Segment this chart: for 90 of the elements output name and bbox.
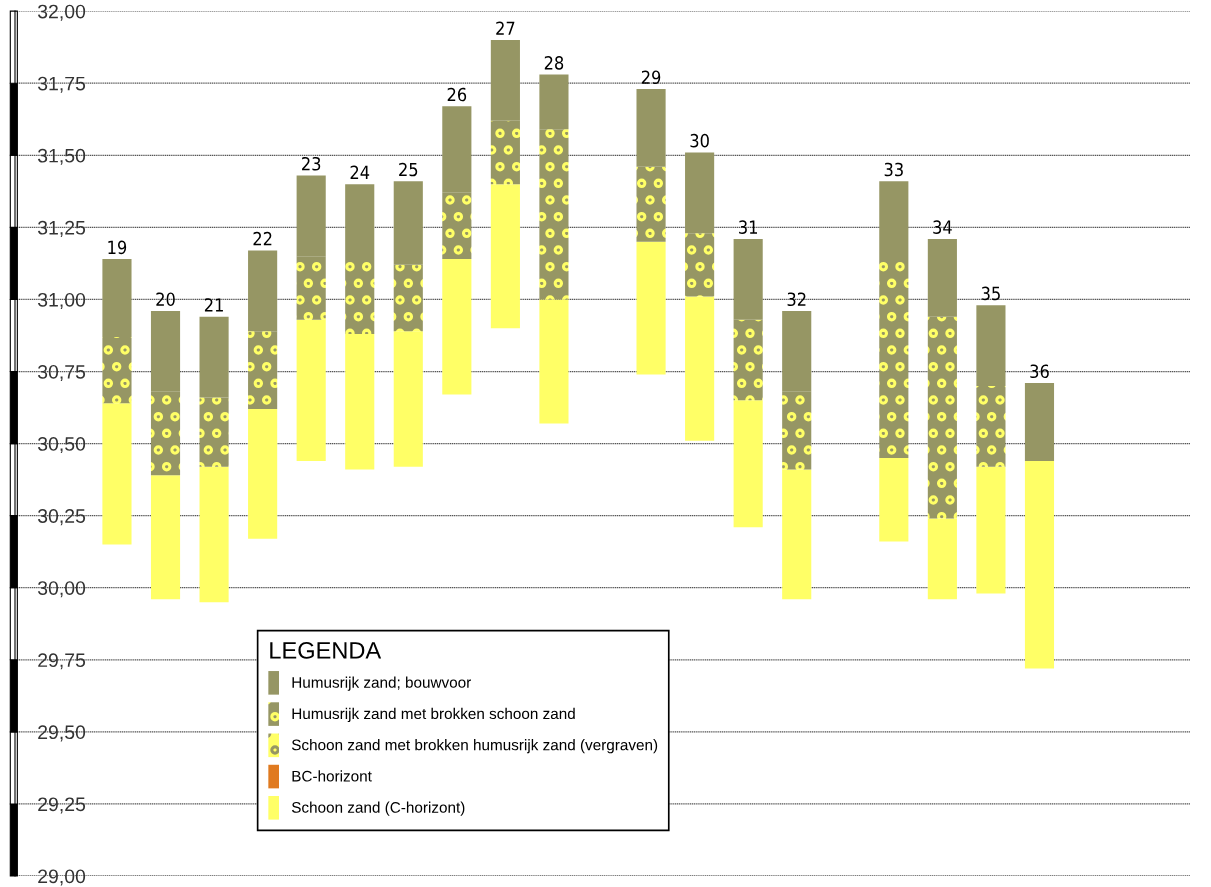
bar	[539, 299, 569, 424]
x-tick-label: 29	[641, 70, 661, 85]
bar	[976, 466, 1006, 594]
bar	[927, 518, 957, 600]
bar	[976, 385, 1006, 467]
y-tick-label: 29,00	[38, 869, 86, 886]
bar	[150, 310, 181, 392]
bar	[442, 192, 472, 260]
bar	[733, 319, 763, 401]
bar	[393, 264, 423, 332]
x-tick-label: 26	[447, 87, 467, 102]
legend-title: LEGENDA	[270, 642, 382, 659]
x-tick-label: 35	[981, 286, 1000, 301]
x-tick-label: 36	[1030, 364, 1049, 379]
bar	[490, 184, 520, 329]
bar	[393, 331, 423, 467]
y-tick-label: 30,25	[37, 509, 86, 526]
y-tick-label: 31,75	[37, 76, 86, 93]
x-tick-label: 31	[739, 220, 757, 234]
bar	[685, 296, 715, 441]
bar	[199, 466, 229, 603]
bar	[976, 305, 1006, 386]
x-tick-label: 21	[204, 298, 223, 312]
bar	[248, 250, 278, 332]
bar	[782, 469, 812, 600]
y-tick-label: 31,50	[37, 148, 86, 165]
x-tick-label: 33	[884, 162, 903, 177]
bar	[102, 259, 132, 337]
x-tick-label: 19	[108, 240, 127, 255]
legend-label: Humusrijk zand met brokken schoon zand	[292, 707, 575, 723]
bar	[296, 175, 326, 257]
bar	[636, 166, 666, 242]
bar	[490, 40, 520, 121]
bar	[345, 334, 375, 470]
bar	[1024, 383, 1055, 461]
y-tick-label: 31,25	[37, 220, 86, 237]
bar	[927, 316, 957, 519]
x-tick-label: 24	[350, 165, 370, 179]
bar	[490, 120, 520, 185]
bar	[782, 310, 812, 392]
x-tick-label: 28	[544, 56, 564, 70]
legend-label: Schoon zand (C-horizont)	[291, 801, 465, 816]
x-tick-label: 20	[156, 292, 175, 307]
bar	[150, 391, 181, 476]
x-tick-label: 34	[933, 220, 952, 234]
legend-label: BC-horizont	[292, 770, 372, 782]
x-tick-label: 25	[399, 162, 418, 177]
bar	[393, 181, 423, 265]
bar	[150, 475, 181, 600]
x-tick-label: 27	[496, 21, 515, 35]
bar	[199, 316, 229, 398]
bar	[345, 184, 375, 262]
bar	[636, 241, 666, 375]
y-tick-label: 30,00	[37, 581, 86, 598]
y-tick-label: 29,75	[38, 653, 86, 670]
y-tick-label: 32,00	[37, 4, 86, 21]
y-tick-label: 30,50	[37, 437, 86, 454]
bar	[685, 233, 715, 297]
bar	[685, 152, 715, 234]
bar	[879, 458, 909, 542]
bar	[442, 259, 472, 395]
bar	[782, 391, 812, 470]
bar	[636, 89, 666, 167]
bar	[879, 181, 909, 262]
bar	[345, 261, 375, 335]
y-tick-label: 29,50	[38, 725, 86, 742]
bar	[102, 336, 132, 404]
legend-label: Schoon zand met brokken humusrijk zand (vergraven)	[291, 739, 658, 754]
y-tick-label: 29,25	[38, 797, 86, 814]
bar	[733, 238, 763, 320]
bar	[296, 319, 326, 461]
x-tick-label: 32	[787, 292, 806, 307]
x-tick-label: 30	[690, 133, 709, 148]
bar	[199, 397, 229, 467]
bar	[539, 129, 569, 300]
bar	[539, 74, 569, 130]
y-tick-label: 31,00	[37, 292, 86, 309]
bar	[296, 256, 326, 320]
bar	[248, 408, 278, 539]
bar	[879, 261, 909, 458]
bar	[927, 238, 957, 317]
bar	[248, 331, 278, 409]
y-tick-label: 30,75	[37, 364, 86, 382]
bar	[1024, 460, 1055, 669]
bar	[442, 106, 472, 193]
x-tick-label: 22	[253, 231, 272, 246]
legend-label: Humusrijk zand; bouwvoor	[292, 676, 472, 691]
bar	[102, 403, 132, 545]
x-tick-label: 23	[302, 156, 321, 171]
bar	[733, 400, 763, 528]
